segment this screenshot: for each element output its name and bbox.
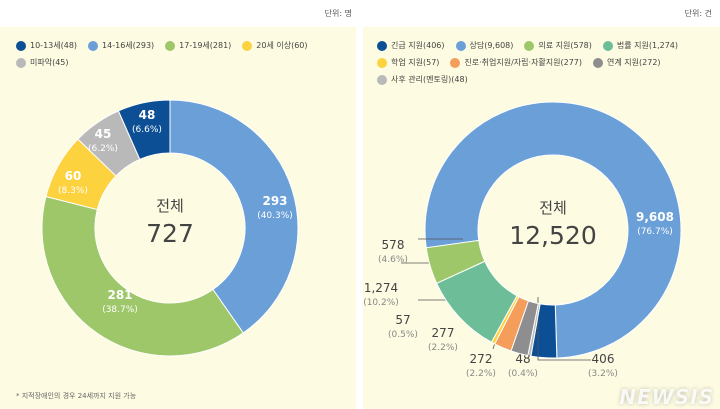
center-label: 전체 (539, 199, 567, 217)
legend-item: 10-13세(48) (16, 40, 77, 51)
legend-item: 의료 지원(578) (524, 40, 592, 51)
value-label: 406 (592, 352, 615, 366)
legend-item: 상담(9,608) (455, 40, 514, 51)
donut-slice (425, 239, 486, 284)
watermark-logo: NEWSIS (619, 385, 714, 409)
center-label: 전체 (156, 197, 184, 215)
legend-swatch (602, 40, 613, 51)
percent-label: (6.2%) (88, 144, 118, 154)
legend-swatch (242, 40, 253, 51)
donut-slice (169, 99, 299, 334)
percent-label: (6.6%) (132, 125, 162, 135)
unit-label-left: 단위: 명 (324, 9, 352, 18)
legend-item: 20세 이상(60) (242, 40, 308, 51)
donut-slice (41, 195, 244, 357)
legend-label: 10-13세(48) (30, 41, 78, 50)
legend: 긴급 지원(406) 상담(9,608) 의료 지원(578) 법률 지원(1,274… (377, 40, 717, 85)
legend-item: 사후 관리(멘토링)(48) (377, 74, 468, 85)
legend-item: 14-16세(293) (88, 40, 154, 51)
legend-swatch (16, 57, 26, 68)
value-label: 48 (139, 108, 156, 122)
support-chart-panel: 긴급 지원(406) 상담(9,608) 의료 지원(578) 법률 지원(1,274… (363, 27, 720, 409)
legend-swatch (450, 57, 461, 68)
value-label: 57 (395, 313, 410, 327)
legend-item: 미파악(45) (16, 57, 69, 68)
center-value: 12,520 (509, 221, 596, 250)
legend-item: 긴급 지원(406) (377, 40, 445, 51)
percent-label: (2.2%) (466, 369, 496, 379)
legend-swatch (165, 40, 176, 51)
legend-label: 연계 지원(272) (607, 58, 661, 67)
percent-label: (0.5%) (388, 330, 418, 340)
legend-item: 법률 지원(1,274) (602, 40, 679, 51)
percent-label: (0.4%) (508, 369, 538, 379)
legend-label: 법률 지원(1,274) (616, 41, 679, 50)
value-label: 281 (107, 288, 132, 302)
value-label: 293 (262, 194, 287, 208)
percent-label: (4.6%) (378, 255, 408, 265)
value-label: 45 (95, 127, 112, 141)
age-chart-panel: 10-13세(48) 14-16세(293) 17-19세(281) 20세 이상(6… (0, 27, 356, 409)
legend-label: 미파악(45) (30, 58, 69, 67)
legend-label: 17-19세(281) (179, 41, 232, 50)
value-label: 578 (382, 238, 405, 252)
legend-label: 긴급 지원(406) (391, 41, 445, 50)
unit-label-right: 단위: 건 (684, 9, 712, 18)
legend-item: 연계 지원(272) (593, 57, 661, 68)
legend-swatch (593, 57, 604, 68)
legend-label: 상담(9,608) (469, 41, 514, 50)
percent-label: (2.2%) (428, 343, 458, 353)
percent-label: (3.2%) (588, 369, 618, 379)
legend: 10-13세(48) 14-16세(293) 17-19세(281) 20세 이상(6… (16, 40, 346, 68)
support-donut-chart: 9,608(76.7%)406(3.2%)48(0.4%)272(2.2%)27… (363, 101, 682, 379)
legend-item: 진로·취업지원/자립·자활지원(277) (450, 57, 582, 68)
legend-label: 학업 지원(57) (391, 58, 440, 67)
footnote: * 지적장애인의 경우 24세까지 지원 가능 (16, 392, 137, 400)
value-label: 1,274 (364, 281, 398, 295)
legend-label: 20세 이상(60) (256, 41, 308, 50)
percent-label: (76.7%) (637, 227, 673, 237)
legend-swatch (88, 40, 99, 51)
legend-swatch (377, 40, 387, 51)
legend-label: 진로·취업지원/자립·자활지원(277) (464, 58, 583, 67)
donut-slice (117, 99, 171, 161)
value-label: 277 (432, 326, 455, 340)
value-label: 9,608 (636, 210, 674, 224)
center-value: 727 (146, 219, 194, 248)
value-label: 272 (470, 352, 493, 366)
legend-item: 17-19세(281) (165, 40, 231, 51)
legend-label: 사후 관리(멘토링)(48) (391, 75, 468, 84)
percent-label: (38.7%) (102, 305, 138, 315)
legend-swatch (377, 57, 387, 68)
legend-swatch (16, 40, 26, 51)
legend-swatch (524, 40, 535, 51)
legend-swatch (377, 74, 387, 85)
legend-swatch (455, 40, 466, 51)
value-label: 60 (65, 169, 82, 183)
percent-label: (8.3%) (58, 186, 88, 196)
percent-label: (10.2%) (363, 298, 399, 308)
age-donut-chart: 293 (40.3%) 281 (38.7%) 60 (8.3%) 45 (6.2%) 48 (6… (41, 99, 299, 357)
percent-label: (40.3%) (257, 211, 293, 221)
legend-item: 학업 지원(57) (377, 57, 439, 68)
legend-label: 14-16세(293) (102, 41, 155, 50)
donut-slice (424, 101, 682, 359)
legend-label: 의료 지원(578) (538, 41, 592, 50)
